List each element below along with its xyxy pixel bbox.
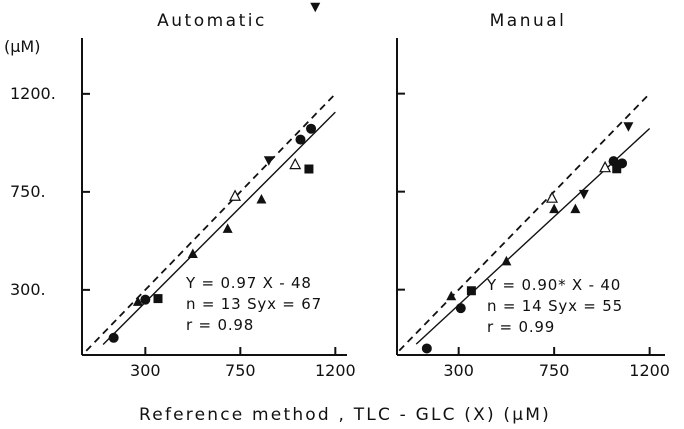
regression-annotation: r = 0.99 — [487, 318, 555, 336]
data-point-open-triangle — [229, 189, 242, 201]
data-point-inverted-triangle — [263, 156, 274, 166]
data-point-inverted-triangle — [310, 2, 321, 13]
regression-annotation: n = 13 Syx = 67 — [186, 295, 322, 313]
data-point-square — [153, 294, 163, 304]
x-tick-label: 300 — [443, 361, 474, 380]
data-point-inverted-triangle — [623, 122, 634, 132]
data-point-circle — [455, 303, 466, 314]
data-point-circle — [295, 134, 306, 145]
data-point-circle — [140, 294, 151, 305]
regression-annotation: r = 0.98 — [186, 316, 254, 334]
regression-annotation: Y = 0.97 X - 48 — [185, 274, 312, 292]
x-tick-label: 750 — [225, 361, 256, 380]
x-tick-label: 300 — [130, 361, 161, 380]
data-point-square — [304, 164, 314, 174]
data-point-open-triangle — [289, 157, 302, 170]
panel-automatic: 300 750 1200 300. 750. 1200. Y = 0.97 X - 48 n … — [10, 2, 356, 380]
data-point-open-triangle — [546, 191, 559, 203]
data-point-triangle — [501, 255, 512, 266]
data-point-circle — [108, 332, 119, 343]
regression-annotation: Y = 0.90* X - 40 — [486, 276, 621, 294]
data-point-triangle — [132, 296, 143, 306]
data-point-square — [612, 164, 622, 174]
y-tick-label: 300. — [10, 280, 46, 299]
y-axis-unit-label: (μM) — [4, 37, 40, 56]
panel-manual: 300 750 1200 Y = 0.90* X - 40 n = 14 Syx = 5… — [396, 38, 670, 380]
data-point-inverted-triangle — [578, 189, 589, 200]
x-tick-label: 1200 — [629, 361, 670, 380]
y-tick-label: 1200. — [10, 84, 56, 103]
x-tick-label: 750 — [539, 361, 570, 380]
data-point-triangle — [570, 203, 581, 214]
panel-title-manual: Manual — [490, 11, 567, 31]
data-point-triangle — [549, 203, 560, 214]
x-axis-label: Reference method , TLC - GLC (X) (μM) — [139, 405, 551, 425]
regression-annotation: n = 14 Syx = 55 — [487, 297, 623, 315]
panel-title-automatic: Automatic — [157, 11, 267, 31]
y-tick-label: 750. — [10, 182, 46, 201]
data-point-triangle — [222, 223, 233, 233]
data-point-triangle — [256, 193, 267, 204]
data-point-triangle — [187, 248, 198, 258]
x-tick-label: 1200 — [315, 361, 356, 380]
data-point-triangle — [446, 290, 457, 301]
data-point-circle — [306, 123, 317, 134]
data-point-square — [466, 286, 476, 296]
data-point-open-triangle — [599, 160, 612, 173]
data-point-circle — [421, 343, 432, 354]
data-point-circle — [608, 156, 619, 167]
